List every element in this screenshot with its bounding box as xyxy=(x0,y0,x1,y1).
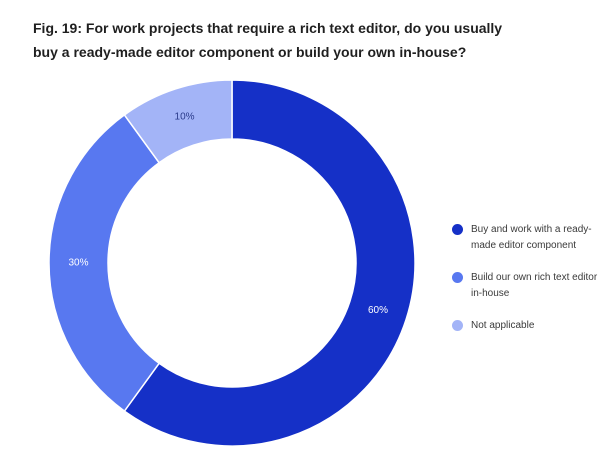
slice-label-build: 30% xyxy=(68,258,88,269)
legend-item-not-applicable[interactable]: Not applicable xyxy=(452,318,602,334)
slice-label-buy: 60% xyxy=(368,305,388,316)
chart-title-line-2: buy a ready-made editor component or bui… xyxy=(33,44,467,60)
chart-legend: Buy and work with a ready-made editor co… xyxy=(452,222,602,350)
legend-item-build[interactable]: Build our own rich text editor in-house xyxy=(452,270,602,302)
legend-swatch-buy xyxy=(452,224,463,235)
slice-label-not-applicable: 10% xyxy=(175,112,195,123)
donut-slice-labels: 60% 30% 10% xyxy=(68,112,388,316)
legend-item-buy[interactable]: Buy and work with a ready-made editor co… xyxy=(452,222,602,254)
chart-title: Fig. 19: For work projects that require … xyxy=(33,16,593,64)
legend-label-build: Build our own rich text editor in-house xyxy=(471,272,598,299)
donut-slices xyxy=(48,79,416,447)
legend-label-not-applicable: Not applicable xyxy=(471,320,535,331)
donut-slice-buy[interactable] xyxy=(123,79,416,447)
legend-swatch-not-applicable xyxy=(452,320,463,331)
donut-slice-build[interactable] xyxy=(48,113,161,413)
chart-title-line-1: Fig. 19: For work projects that require … xyxy=(33,20,503,36)
legend-label-buy: Buy and work with a ready-made editor co… xyxy=(471,224,592,251)
legend-swatch-build xyxy=(452,272,463,283)
donut-slice-not-applicable[interactable] xyxy=(123,79,233,164)
